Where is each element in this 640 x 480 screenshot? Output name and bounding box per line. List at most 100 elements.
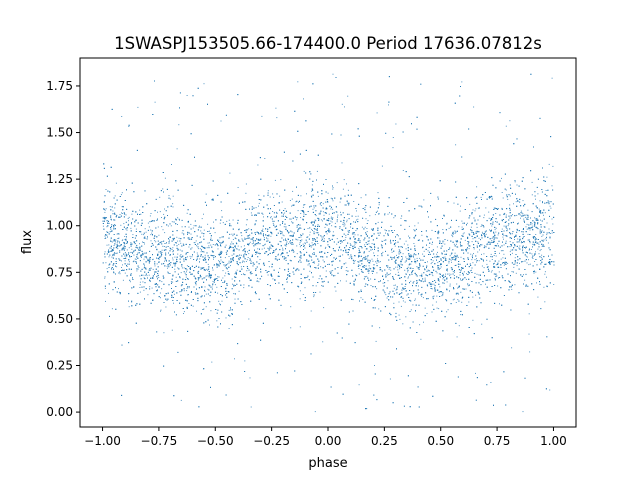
data-point — [279, 267, 281, 269]
data-point — [260, 239, 262, 241]
data-point — [551, 77, 553, 79]
data-point — [285, 242, 287, 244]
data-point — [361, 271, 363, 273]
data-point — [449, 275, 451, 277]
data-point — [398, 249, 400, 251]
data-point — [531, 223, 533, 225]
data-point — [383, 239, 385, 241]
data-point — [408, 235, 409, 237]
data-point — [372, 260, 374, 262]
data-point — [504, 212, 506, 214]
data-point — [486, 259, 488, 261]
data-point — [270, 247, 272, 249]
data-point — [234, 247, 236, 249]
data-point — [393, 284, 395, 286]
data-point — [500, 258, 502, 260]
data-point — [354, 239, 356, 240]
data-point — [115, 241, 116, 243]
data-point — [495, 227, 497, 229]
data-point — [168, 195, 170, 197]
data-point — [440, 263, 441, 265]
data-point — [130, 242, 132, 244]
data-point — [515, 272, 517, 274]
data-point — [194, 242, 196, 244]
data-point — [311, 184, 313, 186]
data-point — [171, 164, 172, 165]
data-point — [395, 266, 397, 268]
data-point — [137, 252, 139, 254]
data-point — [529, 242, 531, 244]
data-point — [145, 231, 147, 233]
data-point — [160, 310, 161, 312]
data-point — [205, 193, 207, 195]
data-point — [461, 220, 463, 222]
data-point — [267, 190, 269, 192]
data-point — [176, 261, 178, 263]
data-point — [462, 235, 463, 237]
data-point — [347, 189, 349, 191]
data-point — [336, 243, 338, 245]
data-point — [547, 242, 549, 244]
data-point — [297, 239, 299, 241]
data-point — [231, 254, 233, 256]
data-point — [311, 242, 313, 244]
data-point — [375, 340, 377, 342]
data-point — [538, 208, 540, 210]
data-point — [330, 270, 332, 272]
data-point — [491, 259, 493, 260]
data-point — [457, 292, 459, 294]
data-point — [280, 179, 282, 181]
data-point — [220, 259, 222, 261]
data-point — [322, 240, 324, 242]
data-point — [479, 249, 480, 251]
data-point — [241, 274, 243, 275]
data-point — [495, 264, 497, 266]
data-point — [104, 251, 106, 253]
data-point — [177, 224, 178, 225]
data-point — [258, 194, 260, 196]
data-point — [186, 271, 187, 273]
data-point — [194, 292, 196, 294]
data-point — [490, 220, 492, 221]
data-point — [365, 268, 367, 269]
data-point — [545, 238, 547, 240]
data-point — [189, 267, 191, 269]
data-point — [500, 250, 502, 252]
data-point — [261, 115, 263, 117]
data-point — [244, 360, 246, 362]
data-point — [172, 257, 174, 259]
data-point — [213, 279, 215, 280]
data-point — [498, 271, 500, 273]
data-point — [172, 195, 174, 197]
data-point — [164, 232, 166, 234]
data-point — [309, 256, 311, 258]
data-point — [171, 329, 173, 331]
data-point — [217, 276, 219, 278]
data-point — [125, 214, 127, 216]
data-point — [442, 257, 444, 258]
data-point — [394, 230, 395, 231]
data-point — [176, 236, 178, 238]
data-point — [431, 288, 433, 290]
data-point — [272, 211, 274, 212]
data-point — [104, 238, 106, 239]
data-point — [331, 221, 333, 223]
data-point — [397, 271, 399, 273]
data-point — [217, 292, 219, 294]
data-point — [349, 256, 351, 258]
data-point — [115, 182, 117, 184]
data-point — [516, 184, 518, 186]
data-point — [289, 218, 291, 220]
data-point — [213, 264, 215, 265]
data-point — [220, 120, 222, 122]
data-point — [357, 234, 359, 236]
data-point — [322, 211, 324, 213]
data-point — [491, 240, 493, 242]
data-point — [491, 196, 493, 198]
data-point — [526, 217, 528, 219]
data-point — [144, 243, 145, 245]
data-point — [400, 217, 402, 219]
data-point — [495, 213, 497, 214]
data-point — [318, 278, 320, 280]
data-point — [173, 302, 174, 304]
